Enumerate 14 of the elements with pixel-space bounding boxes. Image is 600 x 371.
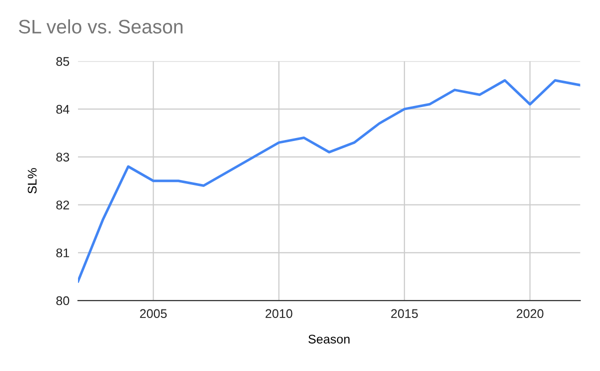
x-tick-label: 2010 xyxy=(266,309,292,318)
y-tick-label: 85 xyxy=(56,57,70,66)
y-tick-label: 82 xyxy=(56,200,70,210)
x-tick-label: 2005 xyxy=(140,309,167,318)
chart-title: SL velo vs. Season xyxy=(18,19,182,34)
y-tick-label: 80 xyxy=(56,296,70,306)
y-tick-label: 83 xyxy=(56,152,70,162)
y-tick-label: 81 xyxy=(56,248,70,258)
x-axis-title: Season xyxy=(308,334,350,344)
line-series xyxy=(78,79,580,283)
x-tick-label: 2015 xyxy=(391,309,418,318)
y-tick-label: 84 xyxy=(56,104,70,114)
x-tick-label: 2020 xyxy=(516,309,544,318)
y-axis-title: SL% xyxy=(28,168,37,194)
